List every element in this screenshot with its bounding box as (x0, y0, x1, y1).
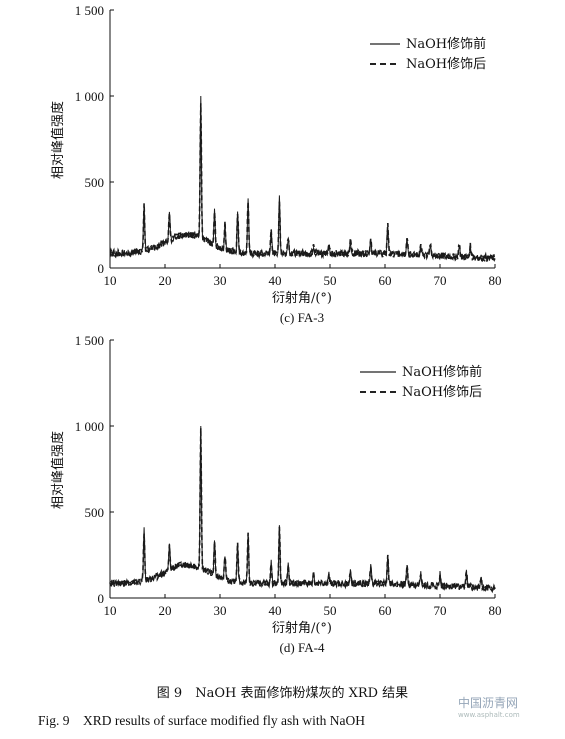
figure-caption-en: Fig. 9 XRD results of surface modified f… (38, 713, 365, 728)
series-line-after (109, 103, 496, 262)
x-tick-label: 50 (324, 273, 337, 288)
legend-label-after: NaOH修饰后 (406, 57, 486, 72)
legend-label-before: NaOH修饰前 (402, 364, 482, 380)
legend-label-after: NaOH修饰后 (402, 385, 482, 400)
y-tick-label: 500 (85, 505, 105, 520)
y-tick-label: 1 500 (75, 333, 104, 348)
x-tick-label: 70 (434, 603, 447, 618)
y-tick-label: 0 (98, 261, 105, 276)
panel-subtitle: (c) FA-3 (280, 310, 324, 325)
x-tick-label: 10 (104, 603, 117, 618)
x-tick-label: 80 (489, 603, 502, 618)
y-tick-label: 1 000 (75, 89, 104, 104)
series-line-before (109, 95, 496, 263)
y-tick-label: 500 (85, 175, 105, 190)
x-axis-label: 衍射角/(°) (272, 290, 332, 306)
y-axis-label: 相对峰值强度 (50, 101, 66, 179)
y-tick-label: 1 500 (75, 3, 104, 18)
x-tick-label: 40 (269, 273, 282, 288)
series-line-before (109, 425, 495, 592)
x-tick-label: 80 (489, 273, 502, 288)
x-tick-label: 30 (214, 603, 227, 618)
series-line-after (109, 428, 496, 594)
x-tick-label: 70 (434, 273, 447, 288)
panel-fa-4: 10 20 30 40 50 60 70 80 0 500 1 000 1 500 相对峰值强度 衍射… (50, 333, 502, 655)
y-axis-label: 相对峰值强度 (50, 431, 66, 509)
y-tick-label: 0 (98, 591, 105, 606)
x-axis-label: 衍射角/(°) (272, 620, 332, 636)
panel-subtitle: (d) FA-4 (280, 640, 325, 655)
legend-label-before: NaOH修饰前 (406, 36, 486, 52)
x-tick-label: 60 (379, 603, 392, 618)
x-tick-label: 10 (104, 273, 117, 288)
y-tick-label: 1 000 (75, 419, 104, 434)
x-tick-label: 30 (214, 273, 227, 288)
x-tick-label: 50 (324, 603, 337, 618)
watermark-url: www.asphalt.com (458, 711, 520, 719)
x-tick-label: 20 (159, 603, 172, 618)
panel-fa-3: 10 20 30 40 50 60 70 80 0 500 1 000 1 500 相对峰值强度 衍射… (50, 3, 502, 325)
x-tick-label: 40 (269, 603, 282, 618)
x-tick-label: 60 (379, 273, 392, 288)
watermark-text: 中国沥青网 (458, 696, 519, 710)
legend: NaOH修饰前 NaOH修饰后 (360, 364, 482, 400)
watermark: 中国沥青网 www.asphalt.com (458, 694, 520, 719)
figure-caption-cn: 图 9 NaOH 表面修饰粉煤灰的 XRD 结果 (156, 686, 409, 701)
legend: NaOH修饰前 NaOH修饰后 (370, 36, 486, 72)
x-tick-label: 20 (159, 273, 172, 288)
